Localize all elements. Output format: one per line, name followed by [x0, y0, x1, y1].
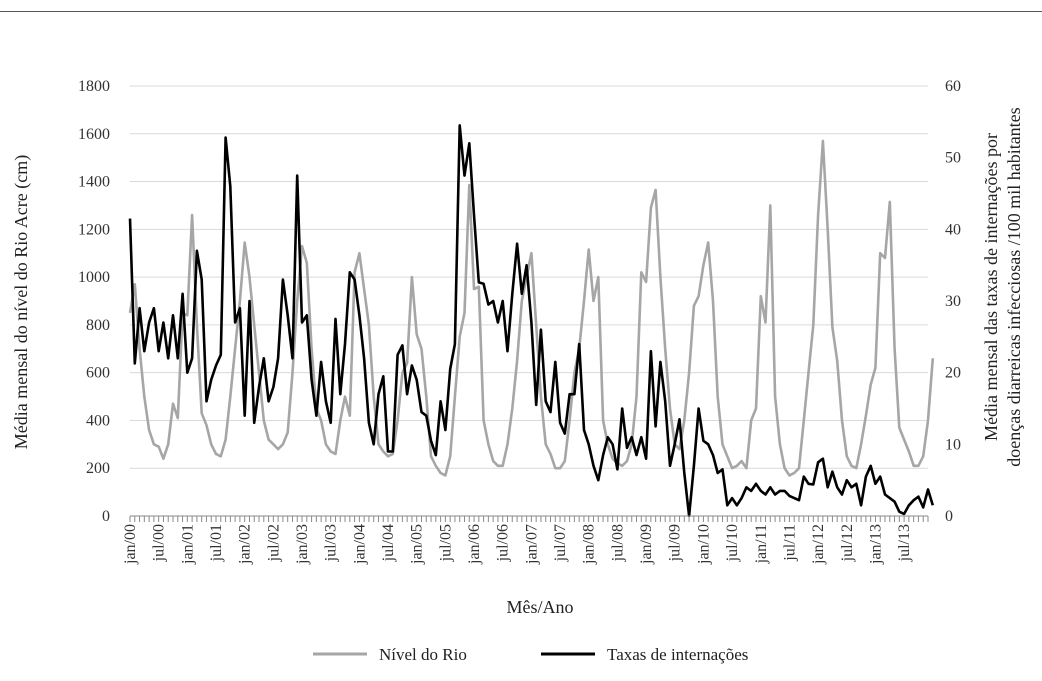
- x-tick-label: jul/05: [437, 524, 454, 562]
- x-tick-label: jan/10: [695, 524, 712, 565]
- x-tick-label: jul/01: [208, 524, 225, 562]
- x-tick-label: jul/04: [380, 524, 397, 562]
- y-right-tick-label: 30: [945, 293, 961, 310]
- x-tick-label: jan/03: [294, 524, 311, 565]
- y-axis-right-title-line2: doenças diarreicas infecciosas /100 mil …: [1004, 107, 1024, 466]
- x-tick-label: jan/07: [523, 524, 540, 565]
- x-tick-label: jul/10: [724, 524, 741, 562]
- x-axis-title: Mês/Ano: [507, 597, 574, 617]
- x-tick-label: jul/13: [896, 524, 913, 562]
- y-left-tick-label: 0: [102, 508, 110, 525]
- y-left-tick-label: 1000: [78, 269, 110, 286]
- legend: Nível do Rio Taxas de internações: [313, 645, 748, 664]
- y-axis-left-title: Média mensal do nível do Rio Acre (cm): [11, 155, 32, 449]
- y-left-tick-label: 600: [86, 365, 110, 382]
- y-left-tick-label: 1800: [78, 78, 110, 95]
- y-right-tick-label: 20: [945, 365, 961, 382]
- axes: 0 200 400 600 800 1000 1200 1400 1600 1800 0 10 20 30…: [78, 78, 961, 565]
- y-right-tick-label: 0: [945, 508, 953, 525]
- x-tick-label: jul/11: [781, 524, 798, 562]
- y-right-tick-label: 60: [945, 78, 961, 95]
- x-tick-label: jan/11: [753, 524, 770, 564]
- grid-lines: [130, 85, 928, 469]
- series-lines: [128, 124, 935, 518]
- legend-label-river: Nível do Rio: [379, 645, 467, 664]
- y-left-tick-label: 1400: [78, 174, 110, 191]
- y-right-tick-label: 50: [945, 150, 961, 167]
- x-tick-label: jul/09: [667, 524, 684, 562]
- x-tick-label: jul/08: [609, 524, 626, 562]
- x-tick-label: jul/06: [495, 524, 512, 562]
- y-right-tick-label: 40: [945, 221, 961, 238]
- series-line-rate: [128, 124, 935, 518]
- x-tick-label: jan/02: [237, 524, 254, 565]
- series-line-river: [128, 139, 935, 477]
- x-tick-label: jan/00: [122, 524, 139, 565]
- x-tick-label: jul/07: [552, 524, 569, 562]
- y-left-tick-label: 1600: [78, 126, 110, 143]
- y-right-tick-label: 10: [945, 436, 961, 453]
- x-tick-label: jul/12: [839, 524, 856, 562]
- y-left-tick-label: 200: [86, 460, 110, 477]
- top-rule: [0, 11, 1042, 12]
- x-tick-label: jul/03: [323, 524, 340, 562]
- x-tick-label: jan/08: [581, 524, 598, 565]
- x-tick-label: jan/12: [810, 524, 827, 565]
- legend-label-rate: Taxas de internações: [607, 645, 748, 664]
- y-left-tick-label: 800: [86, 317, 110, 334]
- x-tick-label: jan/05: [409, 524, 426, 565]
- x-tick-label: jul/00: [151, 524, 168, 562]
- y-left-tick-label: 400: [86, 412, 110, 429]
- x-tick-label: jan/01: [179, 524, 196, 565]
- x-tick-label: jan/06: [466, 524, 483, 565]
- x-tick-label: jan/09: [638, 524, 655, 565]
- x-tick-label: jan/13: [867, 524, 884, 565]
- y-left-tick-label: 1200: [78, 221, 110, 238]
- x-tick-label: jul/02: [265, 524, 282, 562]
- y-axis-right-title-line1: Média mensal das taxas de internações po…: [981, 133, 1001, 441]
- x-tick-label: jan/04: [351, 524, 368, 565]
